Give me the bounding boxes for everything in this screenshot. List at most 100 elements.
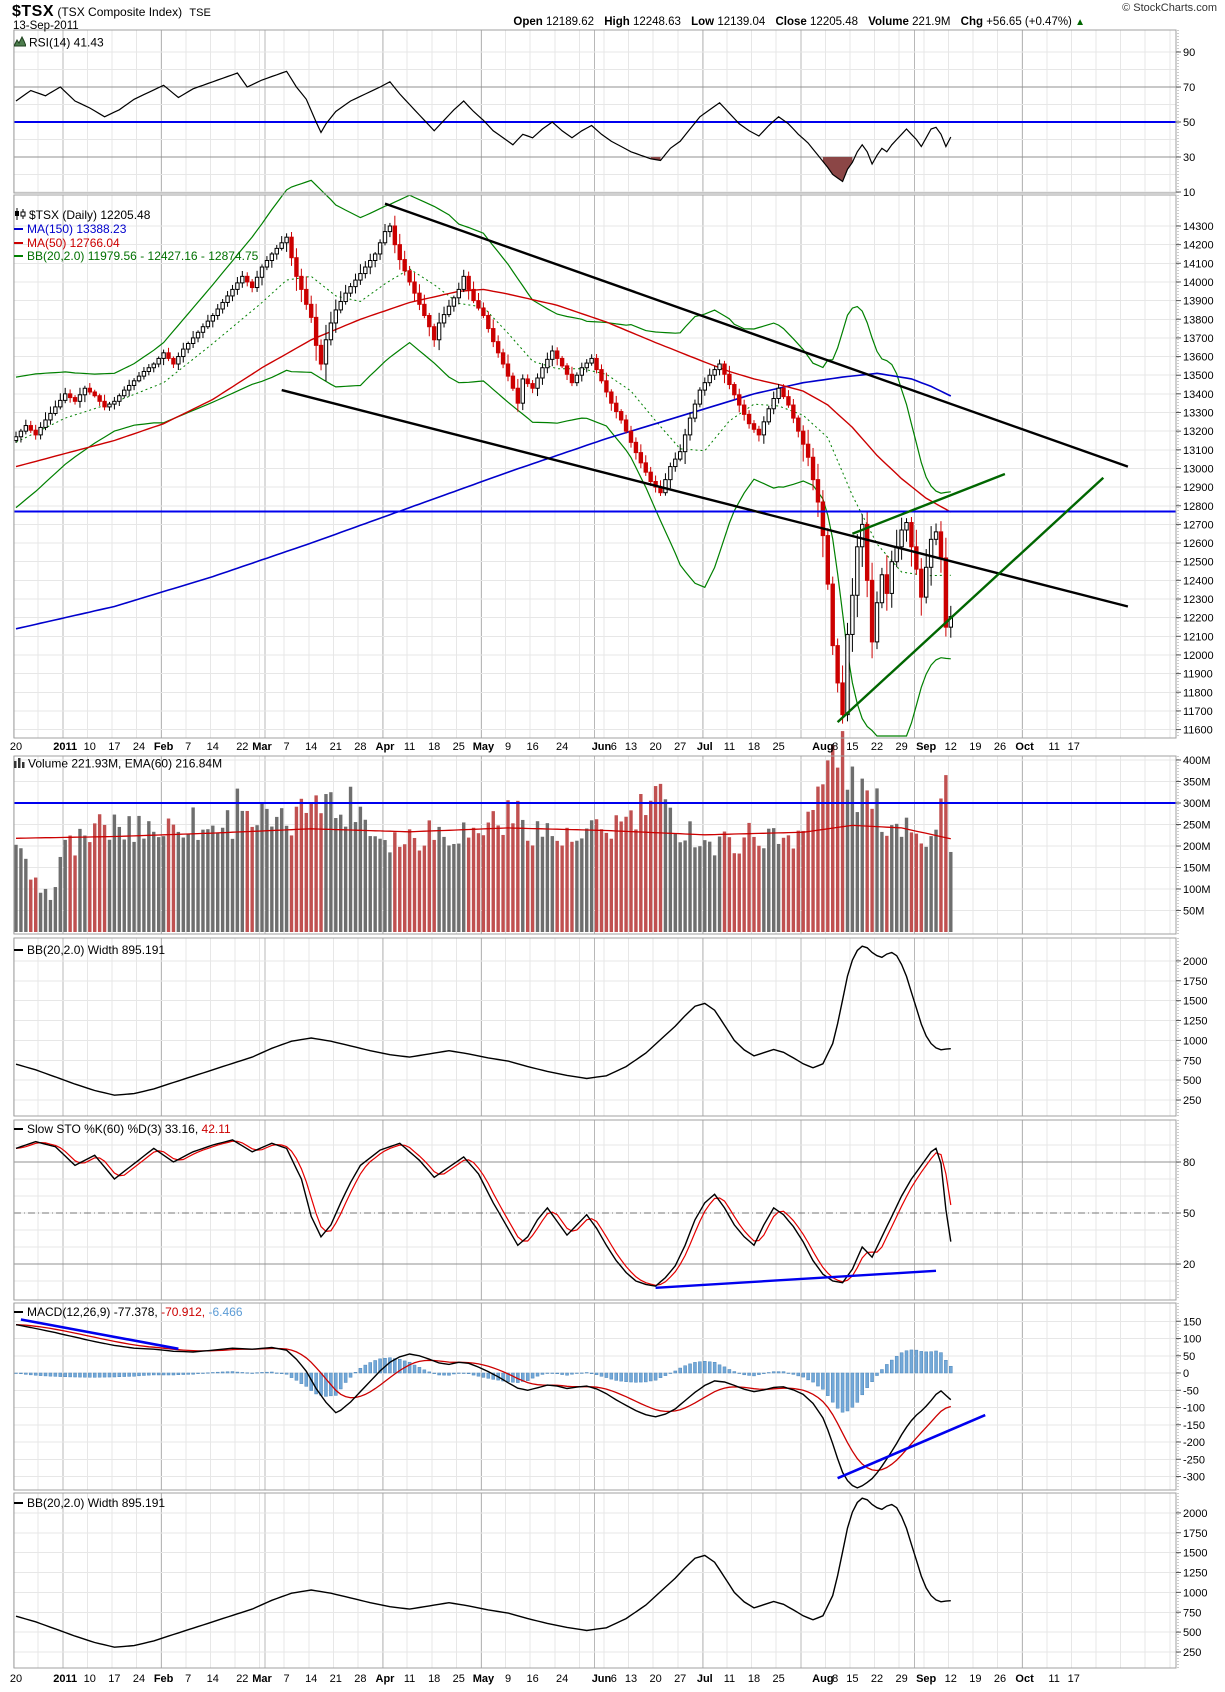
axis-label: 13000 [1183, 463, 1214, 475]
date-label: Jul [697, 741, 713, 753]
chart-date: 13-Sep-2011 [13, 20, 79, 32]
date-label: 14 [207, 741, 219, 753]
axis-label: 12100 [1183, 631, 1214, 643]
axis-label: 90 [1183, 47, 1195, 59]
axis-label: 50 [1183, 117, 1195, 129]
axis-label: 13700 [1183, 333, 1214, 345]
quote-value: 12248.63 [632, 16, 681, 28]
line-icon [14, 948, 23, 951]
date-label: 22 [236, 741, 248, 753]
date-label: Jun [592, 741, 612, 753]
date-label: Mar [252, 741, 272, 753]
date-label: Feb [154, 1673, 174, 1685]
axis-label: 50M [1183, 906, 1204, 918]
axis-label: 750 [1183, 1055, 1201, 1067]
candlestick-icon [14, 208, 26, 223]
axis-label: 12900 [1183, 482, 1214, 494]
date-label: 11 [724, 741, 735, 753]
date-label: 20 [649, 1673, 661, 1685]
volume-panel [14, 731, 1176, 932]
axis-label: 10 [1183, 187, 1195, 199]
date-label: 29 [895, 1673, 907, 1685]
axis-label: 500 [1183, 1627, 1201, 1639]
quote-value: 12139.04 [717, 16, 766, 28]
date-label: 22 [871, 1673, 883, 1685]
date-label: 10 [84, 1673, 96, 1685]
quote-label: Low [691, 16, 715, 28]
quote-value: 12205.48 [810, 16, 858, 28]
date-label: Aug [812, 1673, 833, 1685]
rsi-legend: RSI(14) 41.43 [13, 35, 104, 50]
symbol: $TSX [12, 3, 55, 20]
axis-label: 13400 [1183, 389, 1214, 401]
grid-layer [13, 30, 1176, 1668]
date-label: 25 [772, 741, 784, 753]
date-label: 22 [871, 741, 883, 753]
date-label: 28 [354, 741, 366, 753]
exchange: TSE [189, 7, 211, 19]
macd-legend: MACD(12,26,9) -77.378, -70.912, -6.466 [14, 1305, 243, 1319]
date-label: 12 [945, 741, 957, 753]
axis-label: 200M [1183, 841, 1211, 853]
axis-label: 1500 [1183, 996, 1207, 1008]
date-label: 24 [133, 741, 145, 753]
axis-label: 14100 [1183, 258, 1214, 270]
quote-value: 12189.62 [546, 16, 594, 28]
axis-label: 13100 [1183, 445, 1214, 457]
date-label: 8 [832, 1673, 838, 1685]
axis-label: 250 [1183, 1647, 1201, 1659]
quote-label: Chg [960, 16, 984, 28]
date-label: 16 [526, 741, 538, 753]
date-label: 28 [354, 1673, 366, 1685]
axis-label: 12600 [1183, 538, 1214, 550]
date-label: 7 [185, 741, 191, 753]
date-label: 26 [994, 1673, 1006, 1685]
date-label: 15 [846, 1673, 858, 1685]
axis-label: 250M [1183, 820, 1211, 832]
price-legend-symbol: $TSX (Daily) 12205.48 [29, 207, 151, 222]
quote-label: High [604, 16, 630, 28]
date-label: 27 [674, 1673, 686, 1685]
change-up-icon: ▲ [1075, 17, 1085, 28]
date-label: Mar [252, 1673, 272, 1685]
axis-label: -200 [1183, 1437, 1205, 1449]
axis-label: 11800 [1183, 687, 1213, 699]
date-label: 24 [556, 1673, 568, 1685]
axis-label: 2000 [1183, 956, 1207, 968]
date-label: 18 [428, 741, 440, 753]
date-label: 14 [305, 741, 317, 753]
date-label: Apr [376, 1673, 396, 1685]
volume-legend: Volume 221.93M, EMA(60) 216.84M [14, 757, 222, 771]
date-label: 20 [10, 741, 22, 753]
axis-label: 30 [1183, 152, 1195, 164]
axis-label: 80 [1183, 1157, 1195, 1169]
quote-label: Volume [868, 16, 909, 28]
copyright: © StockCharts.com [1122, 2, 1217, 14]
axis-label: 0 [1183, 1368, 1189, 1380]
axis-label: 13200 [1183, 426, 1214, 438]
bb-swatch [14, 255, 23, 258]
axes-layer: 9070503010143001420014100140001390013800… [13, 29, 1214, 1669]
date-label: 20 [10, 1673, 22, 1685]
axis-label: 13600 [1183, 352, 1214, 364]
axis-label: 1250 [1183, 1016, 1207, 1028]
axis-label: 11900 [1183, 669, 1213, 681]
date-label: 19 [969, 1673, 981, 1685]
date-label: 24 [556, 741, 568, 753]
histogram-icon [14, 757, 25, 771]
date-label: 25 [453, 1673, 465, 1685]
bb-legend: BB(20,2.0) 11979.56 - 12427.16 - 12874.7… [27, 249, 259, 264]
axis-label: 250 [1183, 1095, 1201, 1107]
rsi-legend-text: RSI(14) 41.43 [29, 35, 104, 50]
axis-label: 100 [1183, 1334, 1201, 1346]
axis-label: 400M [1183, 755, 1211, 767]
quote-row: Open 12189.62 High 12248.63 Low 12139.04… [506, 16, 1085, 28]
axis-label: 20 [1183, 1259, 1195, 1271]
axis-label: 50 [1183, 1351, 1195, 1363]
date-label: Aug [812, 741, 833, 753]
axis-label: 11700 [1183, 706, 1213, 718]
axis-label: 500 [1183, 1075, 1201, 1087]
date-label: 2011 [53, 1673, 77, 1685]
sto-panel [14, 1139, 1176, 1289]
date-label: 17 [108, 1673, 120, 1685]
